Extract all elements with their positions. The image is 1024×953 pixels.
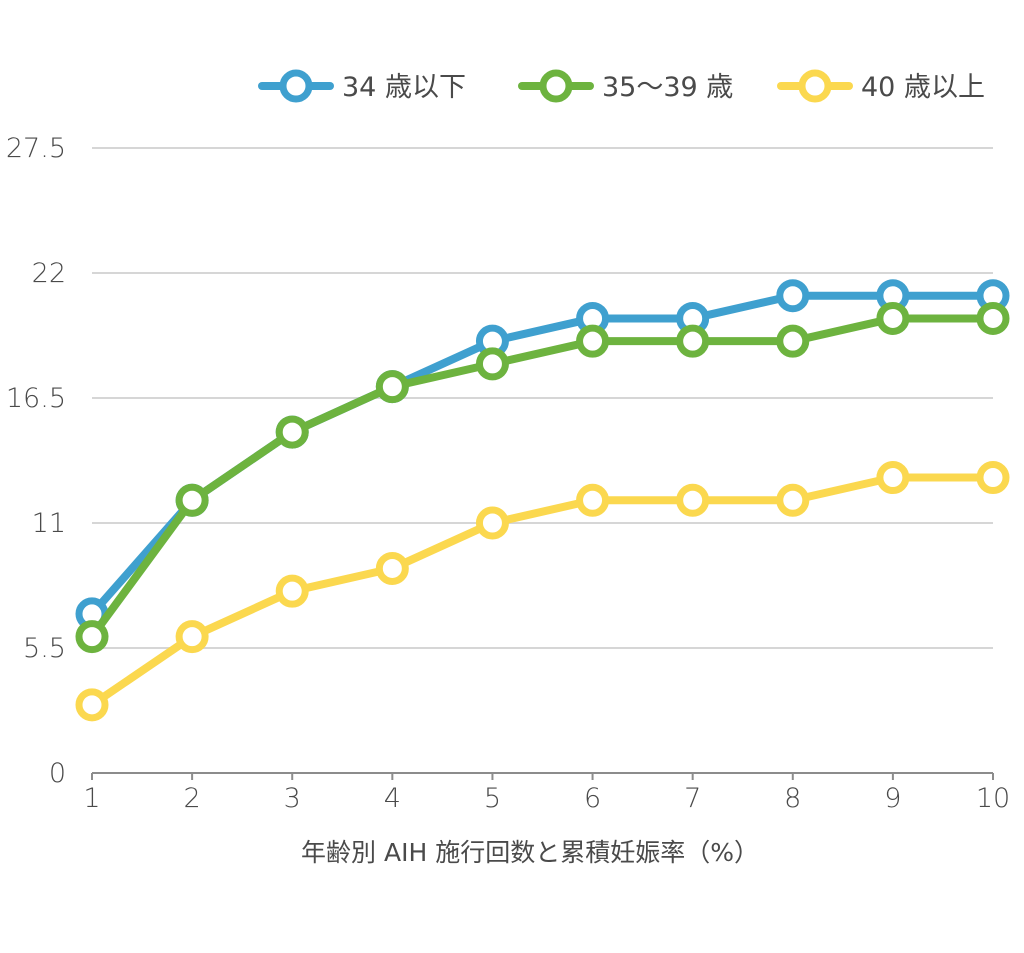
data-point bbox=[576, 483, 610, 517]
data-point bbox=[475, 347, 509, 381]
legend-item: 40 歳以上 bbox=[777, 69, 985, 103]
y-tick-label: 5.5 bbox=[23, 633, 66, 664]
data-point bbox=[275, 415, 309, 449]
x-tick-label: 2 bbox=[184, 783, 201, 814]
data-point bbox=[776, 483, 810, 517]
x-tick-label: 1 bbox=[83, 783, 100, 814]
data-point bbox=[876, 461, 910, 495]
x-tick-label: 7 bbox=[684, 783, 701, 814]
y-tick-label: 11 bbox=[32, 508, 66, 539]
x-tick-label: 8 bbox=[784, 783, 801, 814]
series-1 bbox=[75, 279, 1010, 631]
legend-item: 34 歳以下 bbox=[258, 69, 466, 103]
x-tick-label: 4 bbox=[384, 783, 401, 814]
legend-label: 35〜39 歳 bbox=[602, 72, 733, 103]
data-point bbox=[275, 574, 309, 608]
series-line bbox=[88, 314, 997, 641]
data-point bbox=[475, 506, 509, 540]
data-point bbox=[776, 324, 810, 358]
legend-item: 35〜39 歳 bbox=[518, 69, 733, 103]
y-axis: 0 5.5 11 16.5 22 27.5 bbox=[6, 133, 66, 789]
data-point bbox=[776, 279, 810, 313]
series-3 bbox=[75, 461, 1010, 722]
data-point bbox=[375, 551, 409, 585]
data-point bbox=[375, 370, 409, 404]
x-tick-label: 10 bbox=[976, 783, 1010, 814]
data-point bbox=[75, 620, 109, 654]
legend-marker bbox=[798, 69, 832, 103]
x-tick-label: 3 bbox=[284, 783, 301, 814]
data-point bbox=[976, 301, 1010, 335]
y-tick-label: 22 bbox=[32, 258, 66, 289]
data-point bbox=[75, 688, 109, 722]
series-line bbox=[88, 291, 997, 618]
data-point bbox=[976, 461, 1010, 495]
gridlines bbox=[92, 147, 993, 649]
legend-label: 34 歳以下 bbox=[342, 72, 466, 103]
x-tick-label: 5 bbox=[484, 783, 501, 814]
series-2 bbox=[75, 301, 1010, 654]
legend-marker bbox=[539, 69, 573, 103]
x-axis-caption: 年齢別 AIH 施行回数と累積妊娠率（%） bbox=[301, 838, 759, 867]
series-group bbox=[75, 279, 1010, 722]
y-tick-label: 16.5 bbox=[6, 383, 66, 414]
data-point bbox=[676, 483, 710, 517]
data-point bbox=[876, 301, 910, 335]
legend-marker bbox=[279, 69, 313, 103]
data-point bbox=[676, 324, 710, 358]
x-axis: 1 2 3 4 5 6 7 8 9 10 bbox=[83, 772, 1010, 814]
x-tick-label: 9 bbox=[884, 783, 901, 814]
data-point bbox=[175, 483, 209, 517]
data-point bbox=[576, 324, 610, 358]
legend-label: 40 歳以上 bbox=[861, 72, 985, 103]
legend: 34 歳以下 35〜39 歳 40 歳以上 bbox=[258, 69, 985, 103]
data-point bbox=[175, 620, 209, 654]
x-tick-label: 6 bbox=[584, 783, 601, 814]
y-tick-label: 0 bbox=[49, 758, 66, 789]
series-line bbox=[88, 473, 997, 709]
y-tick-label: 27.5 bbox=[6, 133, 66, 164]
